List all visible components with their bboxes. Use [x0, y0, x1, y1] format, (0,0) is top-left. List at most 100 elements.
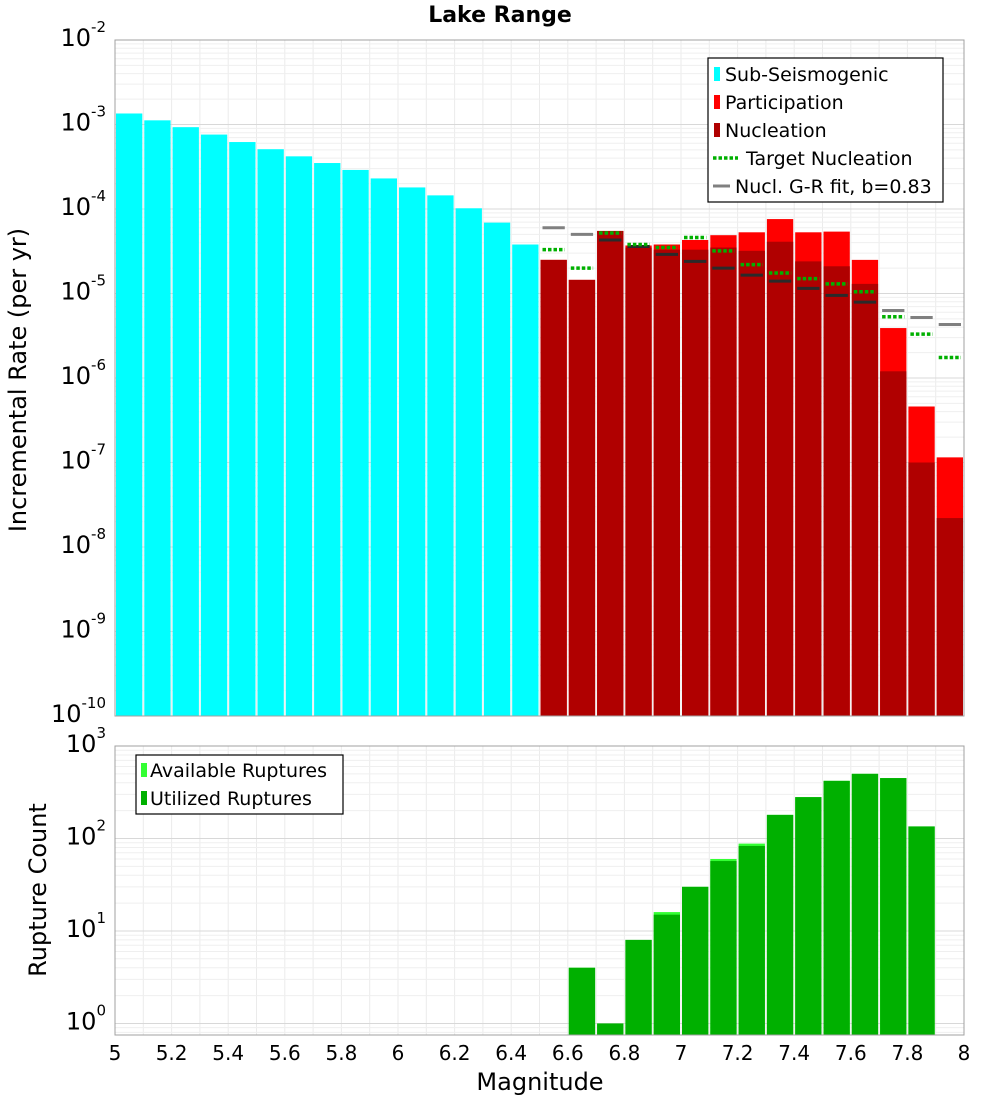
y-tick-label: 103	[66, 724, 106, 758]
bar-nucleation	[625, 247, 652, 716]
y-tick-label: 10-3	[60, 103, 106, 137]
y-tick-label: 10-9	[60, 610, 106, 644]
y-tick-exponent: -10	[82, 694, 107, 712]
bar-nucleation	[908, 462, 935, 716]
x-tick-label: 5.8	[325, 1041, 357, 1065]
bar-nucleation	[682, 249, 709, 716]
bar-utilized-ruptures	[682, 886, 709, 1035]
bar-utilized-ruptures	[738, 845, 765, 1035]
x-tick-label: 8	[958, 1041, 971, 1065]
y-tick-exponent: -7	[91, 441, 106, 459]
bar-nucleation	[597, 230, 624, 717]
bar-utilized-ruptures	[795, 797, 822, 1035]
bar-utilized-ruptures	[568, 967, 596, 1035]
bar-sub-seismogenic	[455, 208, 482, 716]
bar-sub-seismogenic	[483, 222, 511, 716]
x-tick-label: 6.8	[608, 1041, 640, 1065]
y-tick-label: 102	[66, 816, 106, 850]
bar-nucleation	[823, 266, 850, 716]
plot-frame	[114, 745, 965, 1036]
x-tick-label: 7.2	[722, 1041, 754, 1065]
y-tick-exponent: 2	[96, 816, 106, 834]
rupture-legend: Available Ruptures Utilized Ruptures	[135, 754, 344, 815]
bar-sub-seismogenic	[229, 142, 256, 716]
x-tick-label: 7.4	[778, 1041, 810, 1065]
legend-swatch-participation	[714, 95, 720, 109]
bar-sub-seismogenic	[314, 163, 341, 716]
bar-nucleation	[568, 279, 596, 716]
bar-utilized-ruptures	[597, 1023, 624, 1035]
bar-sub-seismogenic	[257, 149, 284, 716]
y-tick-label: 100	[66, 1001, 106, 1035]
y-tick-exponent: 3	[96, 724, 106, 742]
bar-sub-seismogenic	[200, 134, 228, 716]
y-tick-label: 10-6	[60, 356, 106, 390]
bar-nucleation	[936, 518, 963, 716]
x-tick-label: 6.2	[439, 1041, 471, 1065]
rate-panel: 10-10 10-9 10-8 10-7 10-6 10-5 10-4 10-3 10-2 Sub…	[51, 18, 965, 728]
bar-utilized-ruptures	[710, 861, 737, 1035]
bar-nucleation	[738, 250, 765, 716]
y-tick-exponent: -6	[91, 356, 106, 374]
legend-label-participation: Participation	[725, 92, 844, 114]
x-tick-label: 6.4	[495, 1041, 527, 1065]
bar-sub-seismogenic	[116, 113, 143, 716]
bar-utilized-ruptures	[851, 773, 879, 1035]
bar-utilized-ruptures	[625, 939, 652, 1035]
y-tick-exponent: 1	[96, 909, 106, 927]
bar-nucleation	[653, 249, 680, 716]
legend-swatch-utilized-ruptures	[141, 791, 147, 805]
legend-label-nucleation: Nucleation	[725, 120, 827, 142]
bar-sub-seismogenic	[399, 187, 426, 717]
legend-box	[135, 754, 344, 815]
bar-nucleation	[766, 241, 794, 716]
rate-y-axis-label: Incremental Rate (per yr)	[4, 228, 32, 532]
y-tick-exponent: -5	[91, 272, 106, 290]
bar-sub-seismogenic	[512, 244, 539, 716]
bar-sub-seismogenic	[144, 120, 171, 717]
legend-label-target-nucleation: Target Nucleation	[745, 148, 913, 170]
x-tick-label: 7	[675, 1041, 688, 1065]
rate-legend: Sub-Seismogenic Participation Nucleation Ta…	[707, 57, 944, 203]
y-tick-label: 10-4	[60, 187, 106, 221]
bar-nucleation	[851, 283, 879, 716]
y-tick-exponent: -9	[91, 610, 106, 628]
y-tick-label: 101	[66, 909, 106, 943]
x-tick-label: 5	[109, 1041, 122, 1065]
chart-title: Lake Range	[428, 3, 572, 28]
bar-sub-seismogenic	[370, 178, 397, 717]
rupture-count-y-axis-label: Rupture Count	[24, 803, 52, 977]
magnitude-x-axis-label: Magnitude	[476, 1068, 603, 1096]
y-tick-exponent: -8	[91, 525, 106, 543]
bar-utilized-ruptures	[908, 826, 935, 1035]
legend-label-utilized-ruptures: Utilized Ruptures	[150, 788, 312, 810]
bar-nucleation	[710, 247, 737, 716]
bar-sub-seismogenic	[172, 127, 199, 716]
x-tick-label: 5.4	[212, 1041, 244, 1065]
y-tick-exponent: -3	[91, 103, 106, 121]
x-tick-label: 5.2	[156, 1041, 188, 1065]
bar-nucleation	[880, 371, 907, 716]
y-tick-label: 10-8	[60, 525, 106, 559]
y-tick-label: 10-2	[60, 18, 106, 52]
x-tick-label: 7.6	[835, 1041, 867, 1065]
x-tick-label: 7.8	[891, 1041, 923, 1065]
legend-label-available-ruptures: Available Ruptures	[150, 760, 327, 782]
y-tick-exponent: -4	[91, 187, 106, 205]
bar-utilized-ruptures	[880, 778, 907, 1035]
bar-utilized-ruptures	[823, 780, 850, 1035]
x-tick-label: 6	[392, 1041, 405, 1065]
y-tick-label: 10-7	[60, 441, 106, 475]
y-tick-label: 10-5	[60, 272, 106, 306]
legend-label-sub-seismogenic: Sub-Seismogenic	[725, 64, 889, 86]
x-tick-label: 6.6	[552, 1041, 584, 1065]
bar-nucleation	[795, 261, 822, 716]
bar-sub-seismogenic	[285, 156, 313, 716]
bar-sub-seismogenic	[342, 169, 369, 716]
legend-swatch-available-ruptures	[141, 763, 147, 777]
legend-box	[707, 57, 944, 203]
bar-sub-seismogenic	[427, 195, 454, 717]
bar-utilized-ruptures	[653, 914, 680, 1035]
